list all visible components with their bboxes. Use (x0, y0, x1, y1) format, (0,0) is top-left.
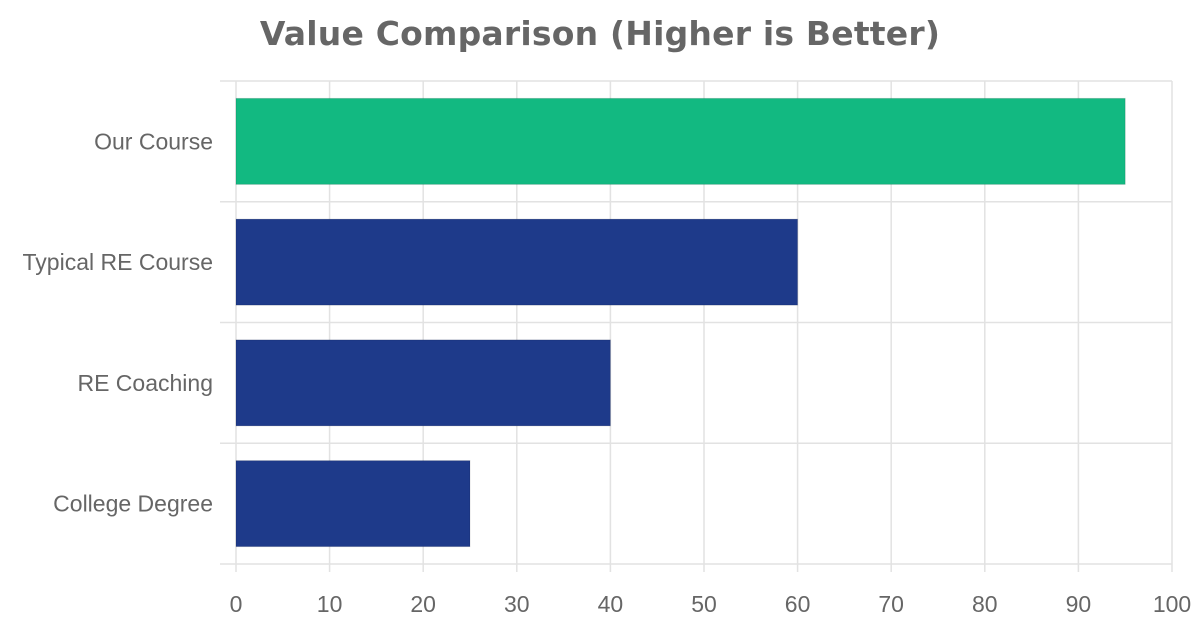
chart-title: Value Comparison (Higher is Better) (259, 14, 941, 53)
category-label: Typical RE Course (23, 249, 213, 275)
x-tick-label: 10 (317, 591, 343, 617)
x-tick-label: 50 (691, 591, 717, 617)
x-tick-label: 40 (598, 591, 624, 617)
x-tick-label: 100 (1153, 591, 1191, 617)
category-label: RE Coaching (77, 370, 213, 396)
bar (235, 97, 1126, 185)
category-label: Our Course (94, 128, 213, 154)
x-tick-label: 20 (410, 591, 436, 617)
category-label: College Degree (53, 491, 213, 517)
x-tick-label: 90 (1066, 591, 1092, 617)
x-tick-label: 70 (878, 591, 904, 617)
bars (235, 97, 1126, 548)
x-axis-tick-labels: 0 10 20 30 40 50 60 70 80 90 100 (230, 591, 1192, 617)
x-tick-label: 60 (785, 591, 811, 617)
x-tick-label: 30 (504, 591, 530, 617)
x-tick-label: 0 (230, 591, 243, 617)
bar (235, 218, 799, 306)
x-tick-label: 80 (972, 591, 998, 617)
bar (235, 339, 611, 427)
category-labels: Our Course Typical RE Course RE Coaching Co… (23, 128, 213, 516)
bar (235, 460, 471, 548)
